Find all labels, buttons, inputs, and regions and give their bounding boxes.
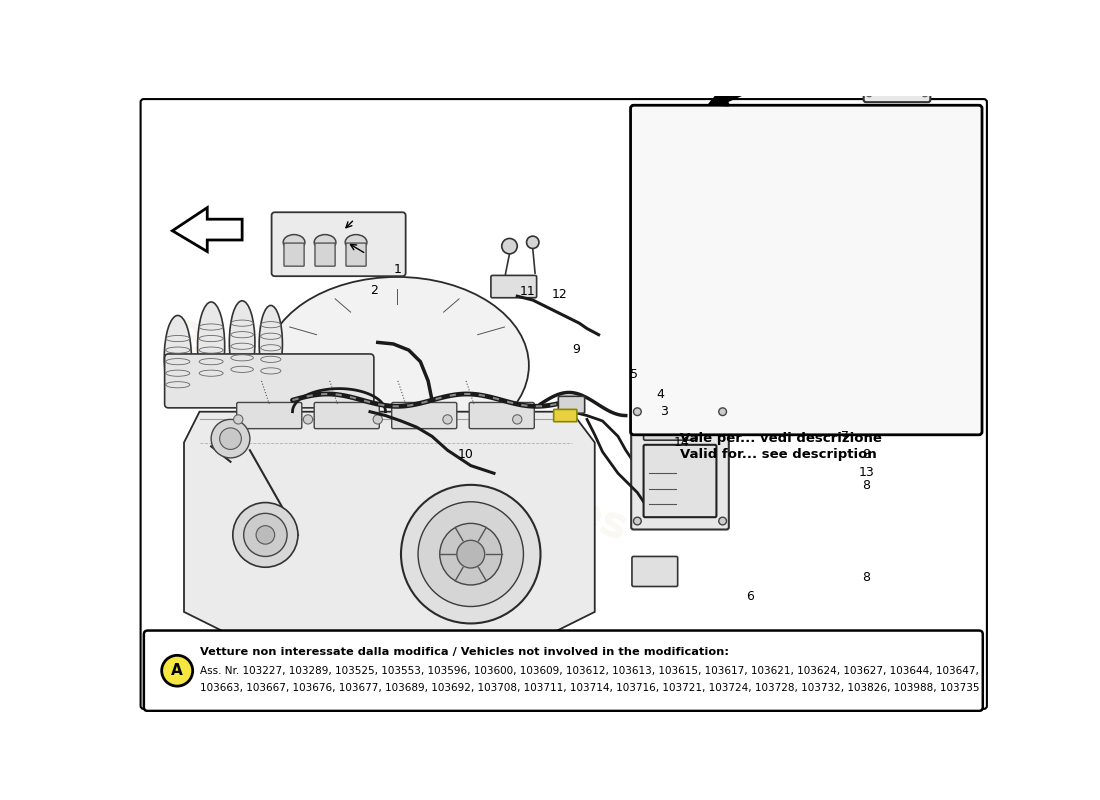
FancyBboxPatch shape [284, 243, 304, 266]
Text: 8: 8 [862, 479, 870, 492]
Polygon shape [184, 412, 595, 635]
FancyBboxPatch shape [346, 243, 366, 266]
Circle shape [244, 514, 287, 557]
Text: 8: 8 [862, 448, 870, 461]
Circle shape [233, 502, 298, 567]
Circle shape [634, 517, 641, 525]
Circle shape [718, 408, 726, 415]
FancyBboxPatch shape [392, 402, 456, 429]
FancyBboxPatch shape [644, 414, 697, 440]
Text: Vetture non interessate dalla modifica / Vehicles not involved in the modificati: Vetture non interessate dalla modifica /… [200, 647, 729, 657]
Circle shape [162, 655, 192, 686]
Circle shape [922, 0, 928, 3]
Text: 13: 13 [858, 466, 874, 479]
Circle shape [256, 526, 275, 544]
Circle shape [402, 485, 540, 623]
FancyBboxPatch shape [631, 557, 678, 586]
Text: 3: 3 [660, 405, 669, 418]
Ellipse shape [315, 234, 336, 250]
Circle shape [211, 419, 250, 458]
Text: 5: 5 [629, 368, 638, 381]
Circle shape [443, 414, 452, 424]
Circle shape [527, 236, 539, 249]
Ellipse shape [198, 302, 224, 390]
Circle shape [513, 414, 521, 424]
Circle shape [502, 238, 517, 254]
Circle shape [708, 10, 714, 16]
Circle shape [304, 414, 312, 424]
Circle shape [440, 523, 502, 585]
FancyBboxPatch shape [559, 396, 585, 414]
Text: since: since [415, 405, 508, 465]
Ellipse shape [260, 306, 283, 382]
FancyBboxPatch shape [141, 99, 987, 709]
Circle shape [866, 0, 872, 3]
Ellipse shape [229, 301, 255, 384]
Text: eurospares: eurospares [273, 476, 514, 603]
Circle shape [634, 408, 641, 415]
FancyBboxPatch shape [236, 402, 301, 429]
FancyBboxPatch shape [315, 402, 379, 429]
Text: Valid for... see description: Valid for... see description [680, 447, 877, 461]
Circle shape [373, 414, 383, 424]
Text: 14: 14 [673, 436, 690, 449]
Text: Vale per... vedi descrizione: Vale per... vedi descrizione [680, 432, 882, 445]
Circle shape [418, 502, 524, 606]
FancyBboxPatch shape [871, 6, 922, 90]
FancyBboxPatch shape [631, 406, 729, 530]
Text: 7: 7 [842, 430, 849, 442]
Text: eurospares: eurospares [358, 406, 634, 550]
Circle shape [922, 90, 928, 97]
FancyBboxPatch shape [315, 243, 336, 266]
FancyBboxPatch shape [491, 275, 537, 298]
Text: eurospares: eurospares [161, 306, 490, 478]
FancyArrowPatch shape [710, 70, 780, 105]
Circle shape [456, 540, 485, 568]
FancyBboxPatch shape [470, 402, 535, 429]
Ellipse shape [164, 315, 191, 400]
Circle shape [718, 517, 726, 525]
Ellipse shape [345, 234, 367, 250]
Text: A: A [172, 663, 183, 678]
FancyBboxPatch shape [272, 212, 406, 276]
Text: 103663, 103667, 103676, 103677, 103689, 103692, 103708, 103711, 103714, 103716, : 103663, 103667, 103676, 103677, 103689, … [200, 683, 980, 693]
Text: 8: 8 [862, 571, 870, 584]
Text: 6: 6 [746, 590, 754, 602]
FancyBboxPatch shape [165, 354, 374, 408]
FancyBboxPatch shape [644, 445, 716, 517]
Polygon shape [173, 208, 242, 251]
Text: 12: 12 [551, 288, 568, 301]
Circle shape [233, 414, 243, 424]
Ellipse shape [265, 277, 529, 454]
FancyBboxPatch shape [144, 630, 982, 711]
Text: 11: 11 [520, 286, 536, 298]
Text: Ass. Nr. 103227, 103289, 103525, 103553, 103596, 103600, 103609, 103612, 103613,: Ass. Nr. 103227, 103289, 103525, 103553,… [200, 666, 979, 676]
Text: 4: 4 [656, 388, 664, 401]
Ellipse shape [283, 234, 305, 250]
FancyBboxPatch shape [630, 106, 982, 435]
Text: 2: 2 [371, 283, 378, 297]
Circle shape [866, 90, 872, 97]
Text: 9: 9 [573, 343, 581, 356]
Circle shape [739, 16, 745, 22]
FancyBboxPatch shape [553, 410, 576, 422]
Text: 10: 10 [458, 448, 474, 461]
FancyBboxPatch shape [864, 0, 931, 102]
Text: 1: 1 [394, 263, 402, 276]
Circle shape [220, 428, 241, 450]
